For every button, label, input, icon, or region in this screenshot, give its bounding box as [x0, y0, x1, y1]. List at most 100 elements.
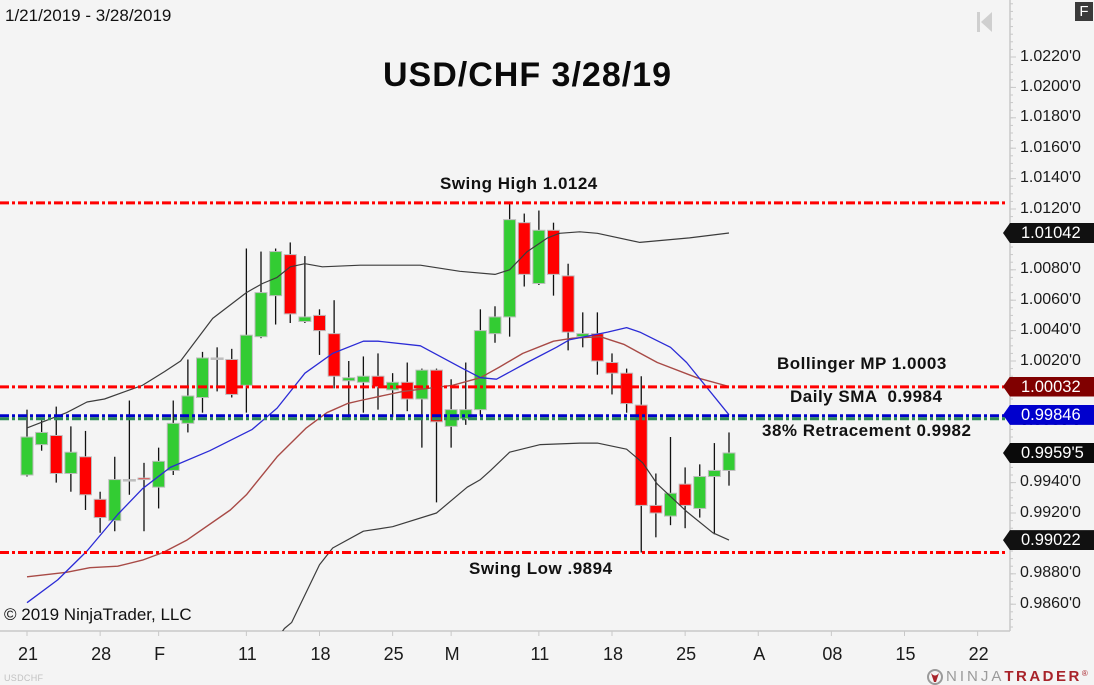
candle-body	[415, 369, 429, 400]
time-axis-label: 15	[895, 644, 916, 664]
candle-body	[64, 451, 78, 474]
candle	[269, 248, 283, 325]
candle-body	[693, 476, 707, 509]
candle-body	[122, 479, 136, 482]
price-axis-label: 1.0060'0	[1020, 290, 1081, 308]
candle-body	[459, 409, 473, 420]
time-axis-label: 28	[91, 644, 112, 664]
candle	[678, 467, 692, 529]
scroll-to-end-button[interactable]	[975, 10, 995, 34]
candle	[35, 420, 49, 451]
retracement-label: 38% Retracement 0.9982	[762, 421, 972, 440]
candle	[152, 447, 166, 509]
price-marker-tag: 1.01042	[1003, 223, 1094, 244]
logo-text-ninja: NINJA	[946, 668, 1005, 685]
ninjatrader-logo: NINJA TRADER ®	[927, 668, 1088, 685]
time-axis-label: 18	[602, 644, 624, 664]
candle-body	[371, 375, 385, 388]
daily-sma-label: Daily SMA 0.9984	[790, 387, 943, 406]
f-button[interactable]: F	[1075, 2, 1093, 21]
candle-body	[547, 229, 560, 275]
price-axis-label: 1.0180'0	[1020, 108, 1081, 126]
candle	[430, 368, 443, 503]
time-axis-label: 11	[530, 644, 550, 664]
candle	[20, 409, 34, 477]
candle	[459, 362, 473, 425]
candle-body	[35, 431, 49, 446]
horizontal-annotation-lines	[0, 201, 1007, 555]
price-axis-label: 0.9920'0	[1020, 503, 1081, 521]
candle	[620, 368, 634, 413]
candle-body	[93, 498, 107, 519]
candle-body	[605, 362, 619, 374]
price-marker-tag: 0.99846	[1003, 404, 1094, 425]
bollinger-mp-label: Bollinger MP 1.0003	[777, 354, 947, 373]
instrument-label: USDCHF	[4, 673, 44, 683]
price-axis-label: 1.0160'0	[1020, 138, 1081, 156]
price-marker-tag: 1.00032	[1003, 376, 1094, 397]
candle	[634, 376, 648, 553]
time-axis-label: 25	[676, 644, 697, 664]
candlestick-series	[20, 202, 736, 553]
candle	[327, 300, 341, 389]
candle	[108, 456, 122, 532]
candle-body	[488, 316, 502, 335]
candle	[356, 356, 370, 413]
candle	[488, 306, 502, 343]
candle-body	[20, 436, 34, 476]
ninjatrader-logo-icon	[927, 668, 943, 685]
candle	[64, 426, 78, 492]
price-axis-label: 1.0200'0	[1020, 77, 1081, 95]
candle-body	[649, 504, 663, 514]
candle	[225, 348, 239, 398]
candle-body	[722, 452, 736, 471]
logo-text-trader: TRADER	[1004, 668, 1082, 685]
candle-body	[239, 334, 253, 386]
candle	[181, 359, 195, 433]
candle-body	[678, 483, 692, 506]
candle-body	[561, 275, 575, 333]
candle-body	[430, 369, 443, 423]
indicator-line	[26, 336, 730, 578]
candle	[722, 432, 736, 486]
candle-body	[634, 404, 648, 506]
candle	[298, 256, 312, 324]
candle	[210, 347, 224, 392]
candle-body	[327, 333, 341, 377]
candle-body	[473, 330, 487, 411]
candle-body	[254, 292, 268, 338]
candle	[415, 368, 429, 448]
candle	[93, 491, 107, 533]
candle-body	[620, 372, 634, 405]
price-axis-label: 1.0140'0	[1020, 169, 1081, 187]
candle-body	[269, 251, 283, 297]
candle	[547, 222, 560, 296]
swing-high-label: Swing High 1.0124	[440, 174, 598, 193]
indicator-line	[26, 326, 730, 604]
time-axis-label: 21	[17, 644, 39, 664]
candle-body	[313, 314, 326, 332]
candle	[707, 443, 721, 535]
price-marker-tag: 0.9959'5	[1003, 442, 1094, 463]
candle	[137, 462, 151, 532]
candle	[196, 351, 209, 413]
date-range-label: 1/21/2019 - 3/28/2019	[5, 6, 172, 25]
scroll-to-end-icon	[977, 12, 992, 32]
candle	[693, 464, 707, 518]
candle-body	[342, 377, 356, 382]
candle-body	[298, 316, 312, 322]
candle	[313, 309, 326, 355]
candle-body	[707, 469, 721, 478]
price-marker-tag: 0.99022	[1003, 530, 1094, 551]
logo-registered-mark: ®	[1081, 669, 1088, 678]
time-axis-label: 08	[822, 644, 843, 664]
candle-body	[152, 460, 166, 488]
candle-body	[196, 357, 209, 398]
candle-body	[137, 477, 151, 481]
candle	[444, 379, 458, 448]
candle-body	[503, 219, 517, 318]
time-axis-label: 18	[310, 644, 331, 664]
indicator-lines	[26, 231, 730, 631]
